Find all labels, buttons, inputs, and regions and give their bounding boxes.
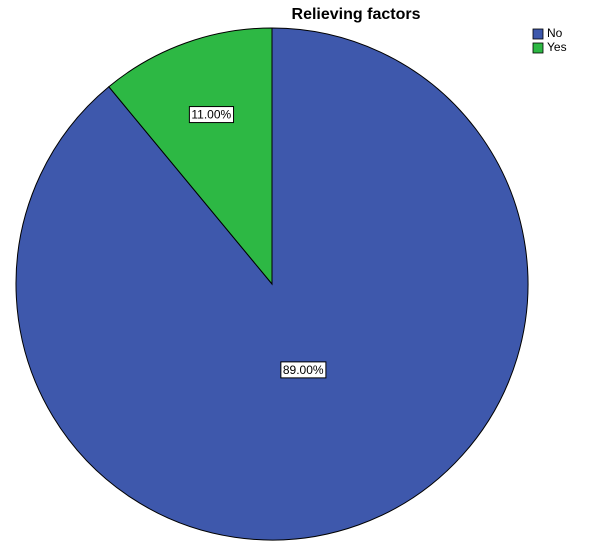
data-label: 11.00% [188, 106, 235, 124]
data-label: 89.00% [280, 361, 327, 379]
legend-swatch [532, 28, 544, 40]
legend-swatch [532, 42, 544, 54]
legend-label: No [547, 26, 563, 40]
data-label-text: 11.00% [191, 108, 231, 122]
data-label-box [188, 106, 235, 124]
chart-title: Relieving factors [292, 6, 421, 23]
legend-label: Yes [547, 40, 567, 54]
pie-slice [108, 27, 273, 286]
data-label-box [280, 361, 327, 379]
data-label-text: 89.00% [283, 363, 324, 377]
